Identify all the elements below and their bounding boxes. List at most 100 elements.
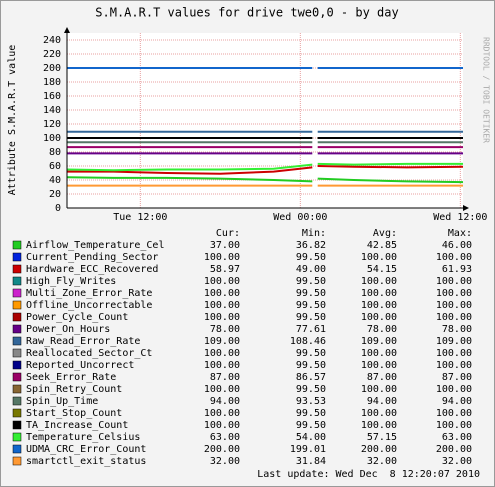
legend-stat: 57.15 — [367, 432, 397, 443]
x-tick-label: Wed 00:00 — [273, 212, 327, 223]
legend-label: Start_Stop_Count — [26, 408, 122, 419]
y-tick-label: 180 — [43, 77, 61, 88]
legend-stat: 199.01 — [290, 444, 326, 455]
legend-stat: 86.57 — [296, 372, 326, 383]
legend-stat: 94.00 — [442, 396, 472, 407]
last-update: Last update: Wed Dec 8 12:20:07 2010 — [257, 469, 480, 480]
watermark: RRDTOOL / TOBI OETIKER — [482, 37, 491, 143]
legend-swatch — [12, 276, 22, 286]
legend-stat: 63.00 — [210, 432, 240, 443]
legend-stat: 100.00 — [436, 420, 472, 431]
legend-stat: 200.00 — [436, 444, 472, 455]
legend-stat: 100.00 — [361, 300, 397, 311]
legend-label: Reallocated_Sector_Ct — [26, 348, 152, 359]
legend-stat: 94.00 — [210, 396, 240, 407]
y-tick-label: 120 — [43, 119, 61, 130]
legend-header: Min: — [302, 228, 326, 239]
legend-stat: 49.00 — [296, 264, 326, 275]
legend-stat: 58.97 — [210, 264, 240, 275]
legend-swatch — [12, 360, 22, 370]
legend-stat: 100.00 — [361, 384, 397, 395]
legend-stat: 100.00 — [436, 252, 472, 263]
x-tick-label: Tue 12:00 — [113, 212, 167, 223]
legend-stat: 78.00 — [210, 324, 240, 335]
legend-stat: 100.00 — [361, 420, 397, 431]
y-tick-label: 240 — [43, 35, 61, 46]
legend-stat: 100.00 — [204, 252, 240, 263]
y-tick-label: 140 — [43, 105, 61, 116]
legend-stat: 31.84 — [296, 456, 326, 467]
legend-stat: 100.00 — [204, 288, 240, 299]
legend-stat: 36.82 — [296, 240, 326, 251]
legend-stat: 61.93 — [442, 264, 472, 275]
legend-swatch — [12, 408, 22, 418]
legend-stat: 100.00 — [204, 360, 240, 371]
legend-stat: 100.00 — [204, 384, 240, 395]
legend-stat: 99.50 — [296, 300, 326, 311]
legend-stat: 100.00 — [204, 312, 240, 323]
y-tick-label: 20 — [49, 189, 61, 200]
legend-stat: 100.00 — [436, 408, 472, 419]
legend-stat: 100.00 — [436, 300, 472, 311]
legend-label: UDMA_CRC_Error_Count — [26, 444, 146, 455]
legend-stat: 100.00 — [436, 312, 472, 323]
legend-stat: 100.00 — [204, 276, 240, 287]
legend-stat: 99.50 — [296, 348, 326, 359]
legend-header: Avg: — [373, 228, 397, 239]
legend-stat: 54.15 — [367, 264, 397, 275]
legend-stat: 108.46 — [290, 336, 326, 347]
legend-stat: 87.00 — [210, 372, 240, 383]
legend-header: Max: — [448, 228, 472, 239]
legend-stat: 100.00 — [204, 300, 240, 311]
x-axis-arrow — [463, 205, 469, 211]
legend-swatch — [12, 324, 22, 334]
legend-stat: 100.00 — [436, 360, 472, 371]
y-tick-label: 80 — [49, 147, 61, 158]
legend-stat: 93.53 — [296, 396, 326, 407]
legend-label: Multi_Zone_Error_Rate — [26, 288, 152, 299]
legend-label: Spin_Up_Time — [26, 396, 98, 407]
legend-stat: 200.00 — [204, 444, 240, 455]
x-tick-label: Wed 12:00 — [433, 212, 487, 223]
legend-swatch — [12, 420, 22, 430]
series-line — [66, 162, 463, 172]
legend-swatch — [12, 336, 22, 346]
legend-label: Hardware_ECC_Recovered — [26, 264, 158, 275]
legend-swatch — [12, 240, 22, 250]
legend-stat: 99.50 — [296, 408, 326, 419]
y-tick-label: 220 — [43, 49, 61, 60]
legend-swatch — [12, 252, 22, 262]
legend-stat: 99.50 — [296, 312, 326, 323]
legend-stat: 100.00 — [436, 348, 472, 359]
legend-stat: 32.00 — [210, 456, 240, 467]
legend-stat: 42.85 — [367, 240, 397, 251]
legend-stat: 100.00 — [361, 348, 397, 359]
legend-stat: 32.00 — [442, 456, 472, 467]
series-line — [66, 176, 464, 184]
legend-label: Offline_Uncorrectable — [26, 300, 152, 311]
legend-stat: 100.00 — [361, 288, 397, 299]
legend-stat: 109.00 — [361, 336, 397, 347]
legend-swatch — [12, 444, 22, 454]
y-tick-label: 40 — [49, 175, 61, 186]
legend-label: Seek_Error_Rate — [26, 372, 116, 383]
legend-stat: 87.00 — [442, 372, 472, 383]
legend-stat: 99.50 — [296, 288, 326, 299]
y-tick-label: 60 — [49, 161, 61, 172]
legend-swatch — [12, 384, 22, 394]
legend-swatch — [12, 372, 22, 382]
legend-stat: 100.00 — [361, 276, 397, 287]
legend-label: TA_Increase_Count — [26, 420, 128, 431]
legend-stat: 78.00 — [442, 324, 472, 335]
legend-label: Power_Cycle_Count — [26, 312, 128, 323]
legend-stat: 54.00 — [296, 432, 326, 443]
y-tick-label: 160 — [43, 91, 61, 102]
legend-stat: 78.00 — [367, 324, 397, 335]
legend-swatch — [12, 288, 22, 298]
legend-stat: 100.00 — [204, 348, 240, 359]
legend-stat: 100.00 — [436, 384, 472, 395]
legend-label: High_Fly_Writes — [26, 276, 116, 287]
y-axis-arrow — [64, 27, 70, 33]
legend-stat: 77.61 — [296, 324, 326, 335]
